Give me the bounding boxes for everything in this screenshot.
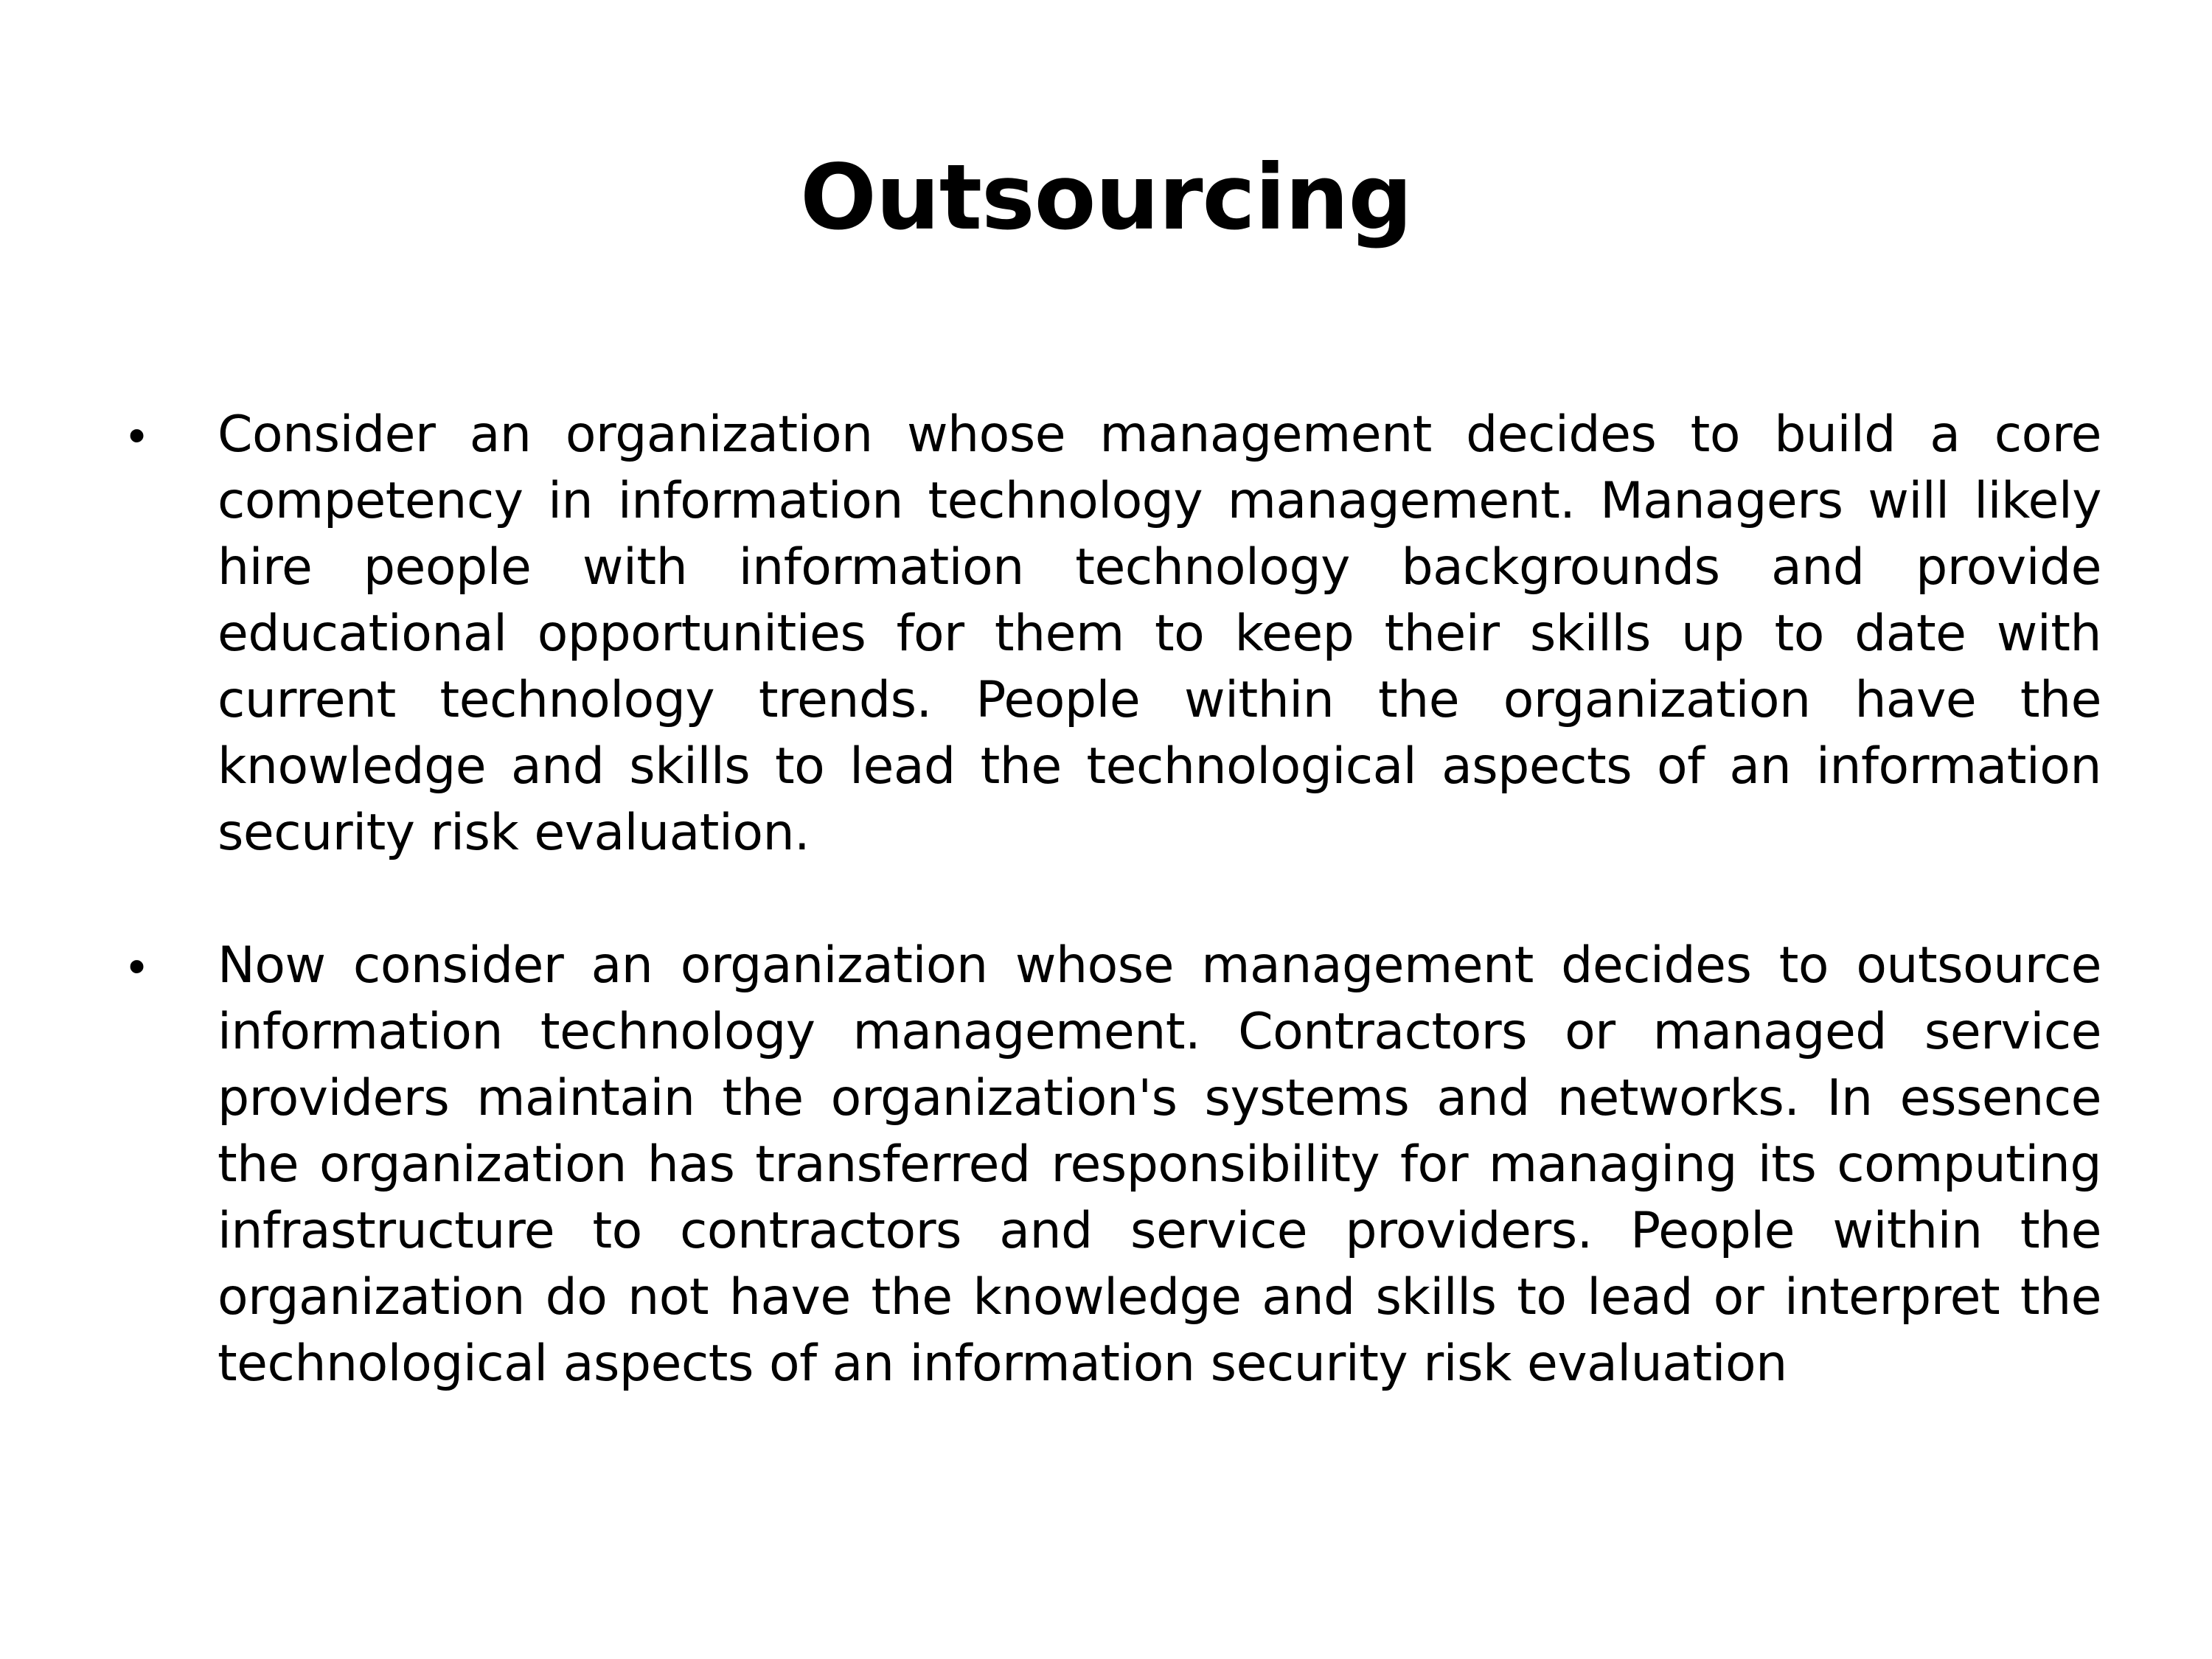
bullet-item: • Now consider an organization whose man…	[118, 933, 2102, 1397]
bullet-text: Consider an organization whose managemen…	[218, 406, 2102, 862]
bullet-icon: •	[128, 408, 146, 462]
slide-title: Outsourcing	[800, 145, 1413, 250]
bullet-text: Now consider an organization whose manag…	[218, 936, 2102, 1393]
bullet-list: • Consider an organization whose managem…	[118, 402, 2102, 1464]
bullet-item: • Consider an organization whose managem…	[118, 402, 2102, 866]
bullet-icon: •	[128, 939, 146, 993]
